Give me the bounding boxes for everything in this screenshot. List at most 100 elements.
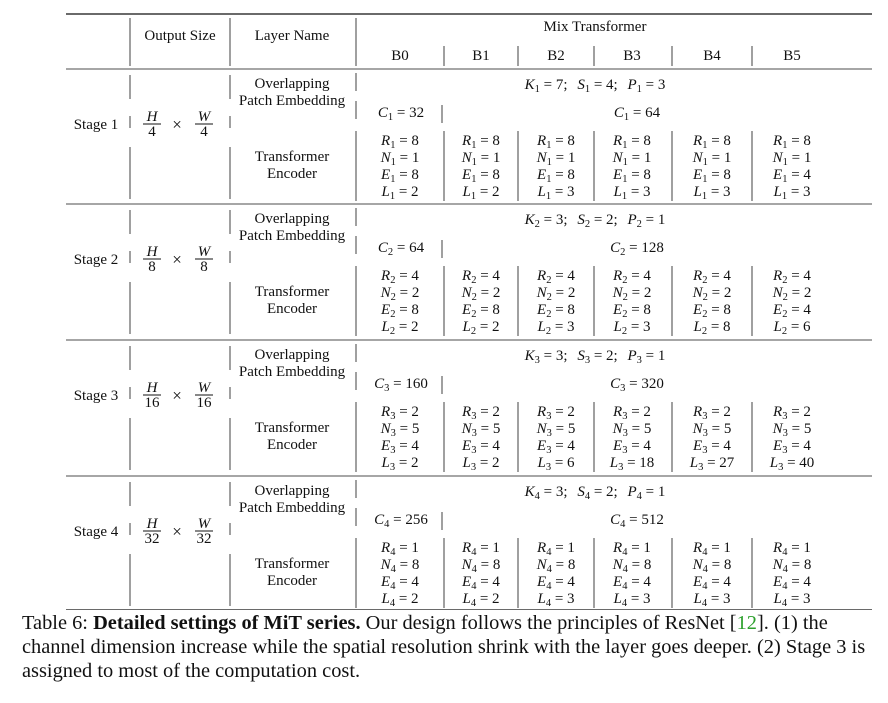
stage-4-n-b5: N4 = 8 <box>772 557 812 575</box>
fraction-denominator: 32 <box>197 531 212 547</box>
stage-4-e-b1: E4 = 4 <box>461 574 500 592</box>
fraction-denominator: 32 <box>145 531 160 547</box>
stage-2-encoder-label: Encoder <box>267 301 317 317</box>
stage-1-e-b3: E1 = 8 <box>612 167 651 185</box>
stage-3-width-fraction: W16 <box>195 380 213 411</box>
stage-1-n-b3: N1 = 1 <box>612 150 652 168</box>
stage-1-width-fraction: W4 <box>195 109 213 140</box>
stage-3-n-b2: N3 = 5 <box>536 421 576 439</box>
stage-4-e-b0: E4 = 4 <box>380 574 419 592</box>
model-header-b4: B4 <box>703 48 721 64</box>
output-size-header: Output Size <box>144 28 216 44</box>
stage-1-l-b5: L1 = 3 <box>772 184 810 202</box>
stage-4-l-b5: L4 = 3 <box>772 591 810 609</box>
stage-1-n-b2: N1 = 1 <box>536 150 576 168</box>
stage-1-overlapping-label: Overlapping <box>255 76 330 92</box>
fraction-numerator: W <box>198 109 212 125</box>
stage-3-l-b5: L3 = 40 <box>769 455 815 473</box>
stage-3-times-sign: × <box>172 386 182 405</box>
stage-4-height-fraction: H32 <box>143 516 161 547</box>
stage-2-transformer-label: Transformer <box>255 284 329 300</box>
stage-3-r-b0: R3 = 2 <box>380 404 419 422</box>
stage-3-e-b2: E3 = 4 <box>536 438 575 456</box>
stage-2-channels-b1-b5: C2 = 128 <box>610 240 664 258</box>
stage-1-r-b3: R1 = 8 <box>612 133 651 151</box>
stage-4-r-b2: R4 = 1 <box>536 540 575 558</box>
stage-4-transformer-label: Transformer <box>255 556 329 572</box>
model-header-b2: B2 <box>547 48 565 64</box>
mix-transformer-header: Mix Transformer <box>544 19 647 35</box>
stage-4-width-fraction: W32 <box>195 516 213 547</box>
stage-2-e-b5: E2 = 4 <box>772 302 811 320</box>
stage-3-channels-b1-b5: C3 = 320 <box>610 376 664 394</box>
stage-2-n-b1: N2 = 2 <box>461 285 501 303</box>
stage-3-l-b2: L3 = 6 <box>536 455 575 473</box>
layer-name-header: Layer Name <box>255 28 330 44</box>
model-header-b5: B5 <box>783 48 801 64</box>
stage-3-n-b5: N3 = 5 <box>772 421 812 439</box>
stage-2-overlapping-label: Overlapping <box>255 211 330 227</box>
stage-1-e-b5: E1 = 4 <box>772 167 811 185</box>
stage-4-l-b3: L4 = 3 <box>612 591 650 609</box>
stage-1-patch-embedding-label: Patch Embedding <box>239 93 346 109</box>
stage-3-e-b0: E3 = 4 <box>380 438 419 456</box>
stage-3-r-b5: R3 = 2 <box>772 404 811 422</box>
fraction-numerator: H <box>146 244 159 260</box>
stage-4-n-b3: N4 = 8 <box>612 557 652 575</box>
stage-3-height-fraction: H16 <box>143 380 161 411</box>
mit-settings-table: Output Size Layer Name Mix Transformer B0 B1… <box>66 13 872 610</box>
stage-3-e-b4: E3 = 4 <box>692 438 731 456</box>
stage-2-l-b3: L2 = 3 <box>612 319 650 337</box>
stage-2-label: Stage 2 <box>74 252 119 268</box>
stage-2-r-b0: R2 = 4 <box>380 268 419 286</box>
stage-3-r-b2: R3 = 2 <box>536 404 575 422</box>
fraction-numerator: W <box>198 516 212 532</box>
model-header-b0: B0 <box>391 48 409 64</box>
stage-4-n-b2: N4 = 8 <box>536 557 576 575</box>
fraction-denominator: 4 <box>148 124 156 140</box>
stage-1-l-b0: L1 = 2 <box>380 184 418 202</box>
stage-3-label: Stage 3 <box>74 388 119 404</box>
stage-2-patch-embedding-label: Patch Embedding <box>239 228 346 244</box>
stage-3-e-b1: E3 = 4 <box>461 438 500 456</box>
stage-1-n-b5: N1 = 1 <box>772 150 812 168</box>
stage-2-e-b0: E2 = 8 <box>380 302 419 320</box>
stage-4-e-b3: E4 = 4 <box>612 574 651 592</box>
stage-1-e-b4: E1 = 8 <box>692 167 731 185</box>
stage-4-n-b0: N4 = 8 <box>380 557 420 575</box>
stage-3-n-b4: N3 = 5 <box>692 421 732 439</box>
stage-4-l-b0: L4 = 2 <box>380 591 418 609</box>
stage-4-l-b2: L4 = 3 <box>536 591 574 609</box>
stage-4-channels-b1-b5: C4 = 512 <box>610 512 664 530</box>
stage-2-e-b2: E2 = 8 <box>536 302 575 320</box>
fraction-numerator: W <box>198 244 212 260</box>
stage-2-r-b5: R2 = 4 <box>772 268 811 286</box>
citation-link[interactable]: 12 <box>736 612 757 634</box>
fraction-denominator: 4 <box>200 124 208 140</box>
fraction-denominator: 8 <box>200 259 208 275</box>
fraction-numerator: H <box>146 380 159 396</box>
stage-1-e-b2: E1 = 8 <box>536 167 575 185</box>
stage-2-n-b5: N2 = 2 <box>772 285 812 303</box>
caption-text-2: ]. (1) the channel dimension increase wh… <box>22 612 866 682</box>
stage-1-channels-b1-b5: C1 = 64 <box>614 105 661 123</box>
stage-2-r-b2: R2 = 4 <box>536 268 575 286</box>
stage-2-r-b4: R2 = 4 <box>692 268 731 286</box>
stage-2-l-b1: L2 = 2 <box>461 319 499 337</box>
stage-3-patch-params: K3 = 3; S3 = 2; P3 = 1 <box>524 348 666 366</box>
stage-1-patch-params: K1 = 7; S1 = 4; P1 = 3 <box>524 77 666 95</box>
stage-2-n-b4: N2 = 2 <box>692 285 732 303</box>
stage-3-n-b0: N3 = 5 <box>380 421 420 439</box>
stage-2-e-b3: E2 = 8 <box>612 302 651 320</box>
stage-2-times-sign: × <box>172 250 182 269</box>
stage-4-channels-b0: C4 = 256 <box>374 512 428 530</box>
stage-1-r-b0: R1 = 8 <box>380 133 419 151</box>
stage-3-encoder-label: Encoder <box>267 437 317 453</box>
stage-4-r-b5: R4 = 1 <box>772 540 811 558</box>
stage-4-patch-params: K4 = 3; S4 = 2; P4 = 1 <box>524 484 666 502</box>
fraction-denominator: 16 <box>145 395 161 411</box>
stage-1-channels-b0: C1 = 32 <box>378 105 424 123</box>
stage-3-r-b3: R3 = 2 <box>612 404 651 422</box>
stage-2-l-b5: L2 = 6 <box>772 319 811 337</box>
fraction-numerator: H <box>146 109 159 125</box>
